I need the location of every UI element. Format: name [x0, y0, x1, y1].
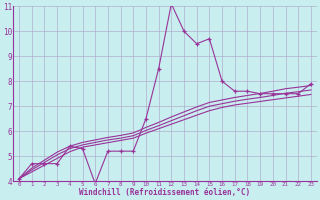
- X-axis label: Windchill (Refroidissement éolien,°C): Windchill (Refroidissement éolien,°C): [79, 188, 251, 197]
